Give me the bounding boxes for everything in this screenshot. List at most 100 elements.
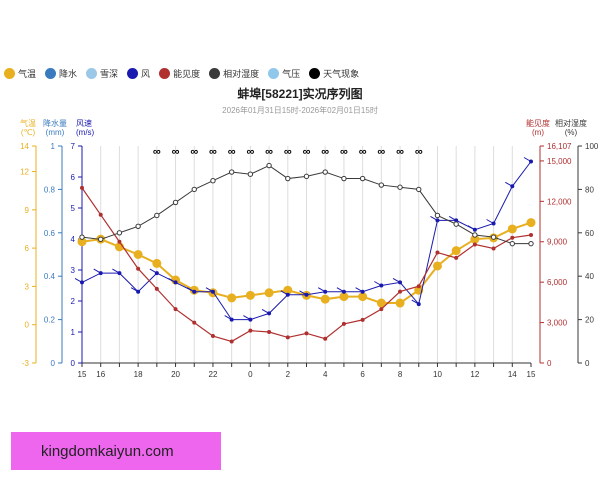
series-point-3	[303, 173, 310, 180]
series-point-0	[114, 242, 124, 252]
chart-subtitle: 2026年01月31日15时-2026年02月01日15时	[222, 106, 378, 115]
temperature-axis-unit: (℃)	[21, 128, 36, 137]
series-point-3	[172, 199, 179, 206]
series-point-3	[266, 162, 272, 169]
weather-haze-icon: ∞	[340, 146, 348, 158]
weather-haze-icon: ∞	[265, 146, 273, 158]
series-point-3	[247, 171, 254, 177]
temperature-tick-label: 9	[25, 206, 30, 215]
wind-barb-icon	[392, 277, 401, 283]
series-point-2	[379, 307, 384, 312]
precipitation-tick-label: 0.4	[44, 272, 56, 281]
series-point-3	[135, 223, 141, 229]
legend-item-3[interactable]: 风	[127, 67, 150, 80]
legend-dot-icon	[4, 68, 15, 79]
x-tick-label: 2	[286, 370, 291, 379]
series-point-3	[490, 234, 497, 240]
legend-item-1[interactable]: 降水	[45, 67, 77, 80]
legend-item-6[interactable]: 气压	[268, 67, 300, 80]
wind-barb-icon	[448, 215, 457, 221]
wind-barb-icon	[486, 219, 494, 224]
legend-item-2[interactable]: 雪深	[86, 67, 118, 80]
wind-barb-icon	[149, 268, 158, 274]
x-tick-label: 12	[470, 370, 479, 379]
wind-barb-icon	[299, 290, 307, 296]
precipitation-tick-label: 1	[51, 142, 56, 151]
legend-label: 能见度	[173, 69, 201, 79]
chart-title: 蚌埠[58221]实况序列图	[237, 87, 363, 101]
x-tick-label: 10	[433, 370, 442, 379]
legend-item-4[interactable]: 能见度	[159, 67, 200, 80]
legend-label: 降水	[59, 69, 78, 79]
series-point-2	[304, 331, 309, 336]
series-point-3	[509, 240, 515, 247]
x-tick-label: 15	[527, 370, 536, 379]
precipitation-tick-label: 0.8	[44, 185, 56, 194]
legend-label: 相对湿度	[223, 69, 260, 79]
series-point-3	[378, 182, 385, 188]
wind-tick-label: 6	[71, 173, 76, 182]
weather-haze-icon: ∞	[303, 146, 311, 158]
weather-haze-icon: ∞	[209, 146, 217, 158]
legend-dot-icon	[309, 68, 321, 79]
wind-barb-icon	[261, 308, 270, 314]
series-point-3	[210, 178, 216, 184]
series-point-0	[245, 290, 255, 300]
weather-haze-icon: ∞	[228, 146, 236, 158]
series-point-3	[528, 240, 534, 247]
series-point-0	[133, 250, 143, 259]
temperature-tick-label: 0	[25, 321, 30, 330]
wind-barb-icon	[205, 287, 214, 293]
wind-barb-icon	[168, 277, 176, 283]
legend-dot-icon	[86, 68, 98, 79]
x-tick-label: 14	[508, 370, 517, 379]
x-tick-label: 8	[398, 370, 403, 379]
humidity-tick-label: 0	[585, 359, 590, 368]
series-point-2	[229, 339, 234, 344]
wind-barb-icon	[187, 287, 195, 293]
wind-barb-icon	[130, 287, 139, 293]
series-point-2	[454, 255, 459, 260]
series-point-2	[285, 335, 290, 340]
wind-barb-icon	[112, 268, 120, 274]
humidity-axis-unit: (%)	[565, 128, 578, 137]
wind-barb-icon	[243, 315, 251, 321]
precipitation-tick-label: 0.6	[44, 229, 56, 238]
series-point-2	[210, 334, 215, 339]
x-tick-label: 18	[134, 370, 143, 379]
legend-item-0[interactable]: 气温	[4, 67, 36, 80]
series-point-2	[435, 250, 440, 255]
series-point-2	[341, 321, 346, 326]
wind-barb-icon	[280, 290, 289, 296]
series-point-0	[358, 292, 368, 302]
wind-barb-icon	[523, 157, 532, 162]
series-point-0	[227, 293, 237, 303]
weather-haze-icon: ∞	[396, 146, 404, 158]
humidity-axis-title: 相对湿度	[555, 118, 587, 128]
series-point-3	[453, 221, 459, 227]
legend-dot-icon	[127, 68, 139, 79]
series-point-3	[322, 169, 328, 175]
chart-legend: 气温 降水 雪深 风 能见度 相对湿度 气压 天气现象	[4, 67, 368, 80]
legend-dot-icon	[268, 68, 280, 79]
precipitation-tick-label: 0	[51, 359, 56, 368]
legend-item-5[interactable]: 相对湿度	[209, 67, 259, 80]
legend-item-7[interactable]: 天气现象	[309, 67, 359, 80]
temperature-tick-label: -3	[22, 359, 30, 368]
series-point-2	[136, 266, 141, 271]
wind-tick-label: 0	[71, 359, 76, 368]
series-point-3	[416, 186, 422, 193]
wind-barb-icon	[224, 315, 232, 321]
legend-label: 雪深	[100, 69, 119, 79]
wind-barb-icon	[355, 287, 363, 293]
series-point-2	[416, 284, 421, 289]
series-point-2	[267, 330, 272, 335]
wind-barb-icon	[336, 287, 345, 293]
series-point-2	[80, 185, 84, 190]
visibility-tick-label: 0	[547, 359, 552, 368]
wind-barb-icon	[374, 281, 382, 286]
series-point-0	[451, 246, 461, 256]
humidity-tick-label: 100	[585, 142, 599, 151]
series-point-3	[359, 175, 366, 182]
series-point-3	[191, 186, 197, 193]
